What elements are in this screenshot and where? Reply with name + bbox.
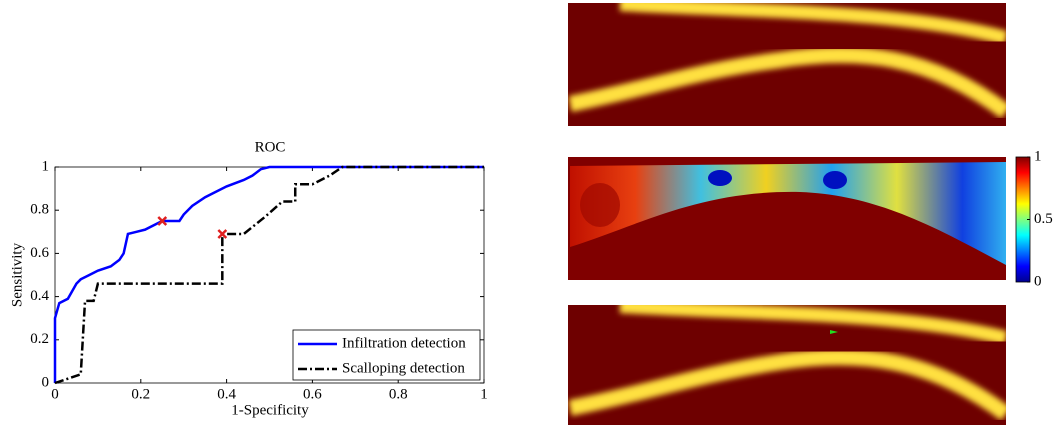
operating-point bbox=[157, 216, 168, 226]
x-tick-label: 0.8 bbox=[389, 386, 408, 402]
x-axis-label: 1-Specificity bbox=[231, 402, 309, 418]
operating-point bbox=[217, 229, 228, 239]
legend-label: Infiltration detection bbox=[342, 335, 466, 351]
ultrasound-image bbox=[568, 305, 1006, 425]
x-tick-label: 0.6 bbox=[303, 386, 322, 402]
legend-box bbox=[292, 329, 481, 381]
y-tick-label: 0 bbox=[42, 374, 50, 390]
y-tick-label: 0.2 bbox=[30, 331, 49, 347]
ultrasound-image bbox=[568, 3, 1006, 126]
y-tick-label: 0.4 bbox=[30, 288, 49, 304]
legend-label: Scalloping detection bbox=[342, 360, 465, 376]
chart-title: ROC bbox=[255, 139, 286, 155]
parametric-map bbox=[568, 157, 1006, 280]
x-tick-label: 0 bbox=[51, 386, 59, 402]
roc-curve bbox=[53, 165, 484, 383]
colorbar-tick-label: 0.5 bbox=[1034, 211, 1053, 227]
x-tick-label: 0.2 bbox=[131, 386, 150, 402]
colorbar-tick-label: 1 bbox=[1034, 148, 1042, 164]
y-tick-label: 0.6 bbox=[30, 245, 49, 261]
y-tick-label: 1 bbox=[42, 158, 50, 174]
x-tick-label: 0.4 bbox=[217, 386, 236, 402]
x-tick-label: 1 bbox=[480, 386, 488, 402]
y-axis-label: Sensitivity bbox=[9, 242, 25, 307]
y-tick-label: 0.8 bbox=[30, 202, 49, 218]
roc-curve bbox=[54, 165, 484, 385]
colorbar-tick-label: 0 bbox=[1034, 273, 1042, 289]
